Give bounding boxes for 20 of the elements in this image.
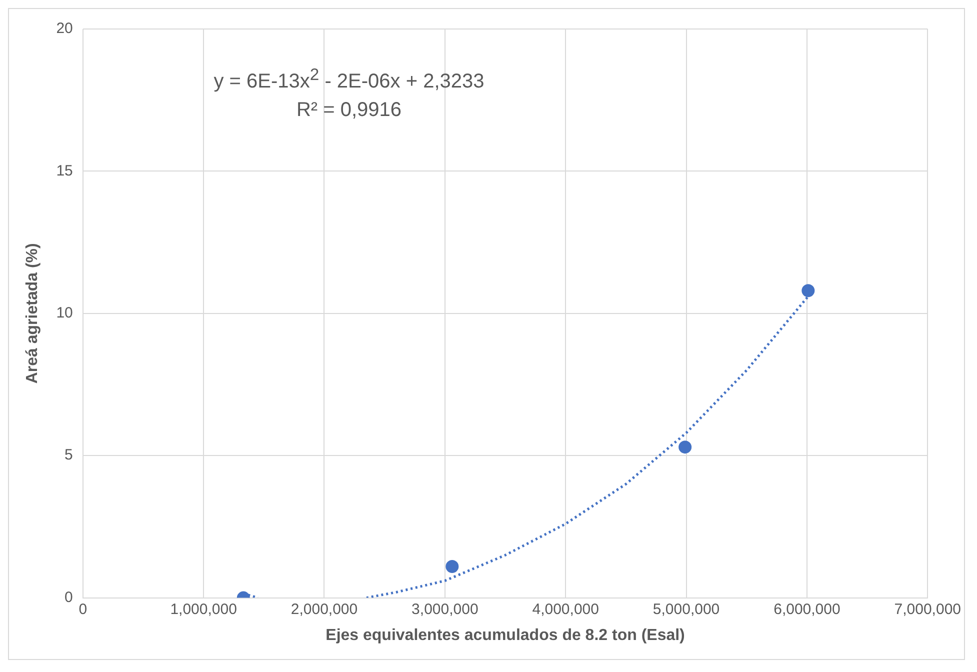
x-tick-label: 7,000,000 [894, 600, 961, 618]
annotation: R² = 0,9916 [295, 98, 403, 123]
y-tick-label: 5 [64, 446, 73, 464]
y-tick-label: 10 [56, 304, 73, 322]
point [446, 560, 459, 574]
x-tick-label: 4,000,000 [532, 600, 599, 618]
x-tick-label: 5,000,000 [652, 600, 720, 618]
y-tick-label: 0 [64, 588, 73, 606]
x-tick-label: 6,000,000 [774, 600, 840, 618]
y-tick-label: 15 [56, 162, 73, 180]
point [678, 440, 692, 454]
annotation: y = 6E-13x$^{2}$ - 2E-06x + 2,3233 [212, 64, 486, 95]
y-tick-label: 20 [56, 20, 73, 38]
point [802, 284, 815, 298]
y-axis-title: Areá agrietada (%) [24, 243, 42, 384]
x-tick-label: 2,000,000 [290, 600, 358, 618]
x-tick-label: 3,000,000 [412, 600, 478, 618]
x-tick-label: 0 [78, 600, 88, 618]
x-axis-title: Ejes equivalentes acumulados de 8.2 ton (Esal) [326, 626, 685, 644]
x-tick-label: 1,000,000 [170, 600, 237, 618]
